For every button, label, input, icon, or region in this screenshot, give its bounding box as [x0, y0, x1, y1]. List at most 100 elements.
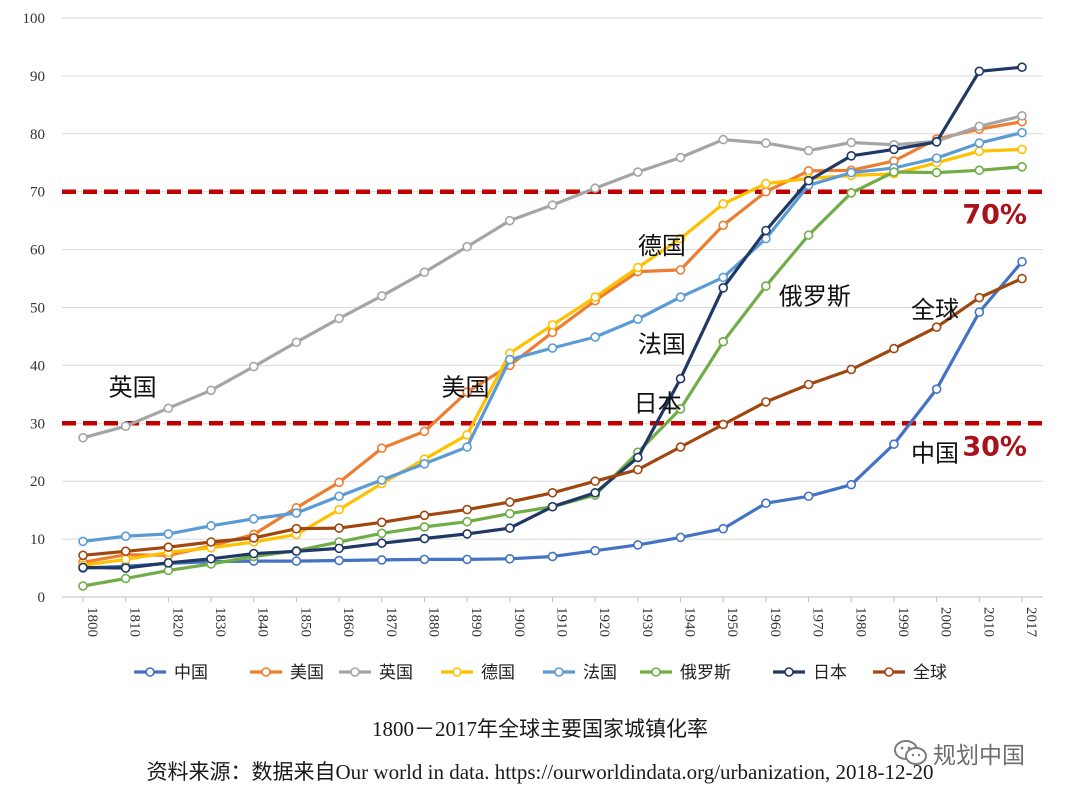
x-tick-label: 1970: [810, 607, 826, 637]
legend-item-俄罗斯: 俄罗斯: [640, 663, 731, 683]
data-point: [846, 137, 857, 148]
legend-marker: [452, 667, 462, 677]
data-point: [974, 146, 985, 156]
legend-label: 俄罗斯: [680, 663, 731, 683]
data-point: [846, 479, 857, 490]
x-tick-label: 1840: [255, 607, 271, 637]
data-point: [1017, 127, 1027, 138]
y-tick-label: 100: [23, 11, 46, 27]
x-tick-label: 1950: [724, 607, 740, 637]
data-point: [931, 137, 942, 147]
annotation-label: 日本: [634, 390, 682, 418]
data-point: [462, 529, 472, 539]
data-point: [675, 442, 686, 452]
reference-label-30: 30%: [962, 431, 1027, 462]
legend-item-法国: 法国: [543, 663, 617, 683]
legend-marker: [651, 667, 661, 677]
data-point: [675, 265, 686, 275]
data-point: [78, 432, 88, 443]
series-5: [78, 162, 1027, 591]
data-point: [590, 487, 600, 498]
data-point: [376, 517, 387, 528]
legend: 中国 美国 英国 德国 法国 俄罗斯 日本 全球: [134, 663, 947, 683]
reference-label-70: 70%: [962, 200, 1027, 231]
legend-label: 法国: [583, 663, 617, 683]
y-axis-ticks: 0 10 20 30 40 50 60 70 80 90 100: [23, 11, 46, 606]
data-point: [120, 573, 131, 584]
data-point: [547, 200, 558, 210]
legend-marker: [884, 667, 894, 677]
data-point: [206, 553, 216, 564]
data-point: [376, 555, 387, 565]
chart-title: 1800－2017年全球主要国家城镇化率: [372, 717, 708, 741]
x-tick-label: 1850: [297, 607, 313, 637]
data-point: [419, 267, 430, 277]
data-point: [761, 138, 771, 148]
x-tick-label: 1960: [767, 607, 783, 637]
data-point: [462, 554, 472, 565]
data-point: [974, 307, 985, 317]
legend-item-美国: 美国: [250, 663, 324, 683]
data-point: [718, 134, 729, 145]
data-point: [163, 558, 174, 568]
data-point: [376, 291, 387, 301]
data-point: [120, 563, 131, 573]
data-point: [505, 553, 515, 564]
data-point: [462, 442, 472, 452]
data-point: [163, 529, 174, 539]
series-line-全球: [82, 277, 1023, 557]
legend-item-英国: 英国: [339, 663, 413, 683]
data-point: [547, 343, 558, 353]
data-point: [78, 581, 88, 591]
data-point: [505, 508, 515, 519]
x-tick-label: 1800: [84, 607, 100, 637]
data-point: [889, 439, 899, 449]
data-point: [78, 562, 88, 573]
y-tick-label: 20: [30, 474, 45, 490]
annotation-label: 英国: [109, 374, 157, 402]
data-point: [419, 522, 430, 532]
data-point: [376, 475, 387, 485]
legend-marker: [784, 667, 794, 677]
data-point: [120, 421, 131, 431]
data-point: [120, 531, 131, 542]
data-point: [163, 542, 174, 553]
legend-marker: [145, 667, 155, 677]
data-point: [675, 532, 686, 543]
data-point: [1017, 111, 1027, 121]
y-tick-label: 80: [30, 127, 45, 143]
wechat-icon: [894, 740, 927, 765]
x-tick-label: 1860: [340, 607, 356, 637]
data-point: [462, 387, 472, 397]
y-tick-label: 60: [30, 243, 45, 259]
watermark-text: 规划中国: [933, 743, 1025, 769]
data-point: [803, 230, 814, 240]
data-point: [291, 337, 302, 348]
data-point: [334, 523, 344, 533]
data-point: [590, 292, 600, 302]
x-tick-label: 1870: [383, 607, 399, 637]
legend-marker: [554, 667, 564, 677]
data-point: [590, 183, 600, 194]
data-point: [462, 516, 472, 527]
data-point: [675, 373, 686, 384]
series-6: [78, 62, 1027, 573]
data-point: [974, 138, 985, 148]
series-lines: [78, 62, 1027, 591]
x-tick-label: 1990: [895, 607, 911, 637]
data-point: [462, 504, 472, 515]
data-point: [1017, 256, 1027, 267]
data-point: [675, 404, 686, 414]
watermark: 规划中国: [893, 736, 1025, 770]
data-point: [803, 145, 814, 156]
x-tick-label: 1910: [554, 607, 570, 637]
data-point: [376, 443, 387, 453]
data-point: [1017, 62, 1027, 73]
data-point: [974, 66, 985, 77]
data-point: [1017, 162, 1027, 172]
data-point: [803, 175, 814, 186]
data-point: [505, 497, 515, 507]
data-point: [547, 501, 558, 512]
x-tick-label: 1810: [127, 607, 143, 637]
